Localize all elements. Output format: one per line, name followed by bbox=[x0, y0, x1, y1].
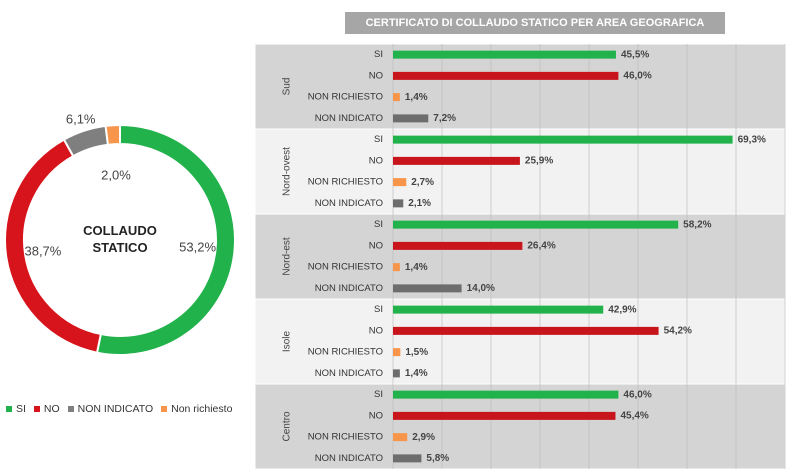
donut-slice bbox=[104, 123, 121, 146]
category-label: NON INDICATO bbox=[315, 453, 383, 464]
bar bbox=[393, 156, 520, 165]
bar bbox=[393, 178, 407, 187]
slice-label: 2,0% bbox=[101, 168, 131, 183]
slice-label: 6,1% bbox=[66, 112, 96, 127]
bar bbox=[393, 284, 462, 293]
value-label: 58,2% bbox=[683, 219, 711, 230]
group-label: Sud bbox=[282, 78, 293, 96]
category-label: NON INDICATO bbox=[315, 368, 383, 379]
legend-swatch bbox=[6, 406, 12, 413]
value-label: 54,2% bbox=[664, 326, 692, 337]
bar bbox=[393, 433, 408, 442]
value-label: 45,4% bbox=[620, 411, 648, 422]
value-label: 69,3% bbox=[738, 134, 766, 145]
group-label: Centro bbox=[282, 411, 293, 441]
legend-item: NO bbox=[33, 403, 60, 415]
bar bbox=[393, 220, 679, 229]
category-label: NON RICHIESTO bbox=[308, 92, 383, 103]
value-label: 1,4% bbox=[405, 368, 428, 379]
bar bbox=[393, 50, 616, 59]
bar bbox=[393, 71, 619, 80]
legend-item: SI bbox=[6, 403, 26, 415]
bar bbox=[393, 114, 429, 123]
bar bbox=[393, 305, 604, 314]
value-label: 46,0% bbox=[623, 389, 651, 400]
bar bbox=[393, 199, 404, 208]
category-label: SI bbox=[374, 389, 383, 400]
category-label: NON RICHIESTO bbox=[308, 177, 383, 188]
value-label: 5,8% bbox=[426, 453, 449, 464]
slice-label: 53,2% bbox=[179, 239, 216, 254]
value-label: 1,4% bbox=[405, 92, 428, 103]
title-box bbox=[345, 12, 725, 34]
bar bbox=[393, 263, 400, 272]
value-label: 46,0% bbox=[623, 71, 651, 82]
bar bbox=[393, 348, 401, 357]
bar bbox=[393, 454, 422, 463]
value-label: 45,5% bbox=[621, 49, 649, 60]
donut-title: COLLAUDO STATICO bbox=[83, 223, 157, 255]
category-label: NON INDICATO bbox=[315, 198, 383, 209]
category-label: SI bbox=[374, 49, 383, 60]
legend: SI NO NON INDICATO Non richiesto bbox=[6, 403, 232, 415]
category-label: SI bbox=[374, 219, 383, 230]
legend-item: NON INDICATO bbox=[67, 403, 154, 415]
category-label: NON RICHIESTO bbox=[308, 262, 383, 273]
legend-label: SI bbox=[16, 403, 26, 415]
category-label: NO bbox=[369, 325, 383, 336]
value-label: 7,2% bbox=[433, 113, 456, 124]
category-label: NO bbox=[369, 240, 383, 251]
category-label: SI bbox=[374, 134, 383, 145]
category-label: SI bbox=[374, 304, 383, 315]
value-label: 2,7% bbox=[411, 177, 434, 188]
category-label: NON RICHIESTO bbox=[308, 432, 383, 443]
category-label: NO bbox=[369, 155, 383, 166]
legend-label: Non richiesto bbox=[171, 403, 233, 415]
bar bbox=[393, 241, 523, 250]
legend-swatch bbox=[67, 406, 74, 413]
value-label: 14,0% bbox=[467, 283, 495, 294]
legend-swatch bbox=[161, 406, 168, 413]
slice-label: 38,7% bbox=[24, 243, 61, 258]
bar bbox=[393, 93, 400, 102]
value-label: 2,9% bbox=[412, 432, 435, 443]
category-label: NON INDICATO bbox=[315, 283, 383, 294]
bar bbox=[393, 135, 733, 144]
bar bbox=[393, 326, 659, 335]
bar bbox=[393, 411, 616, 420]
category-label: NON INDICATO bbox=[315, 113, 383, 124]
value-label: 1,5% bbox=[405, 347, 428, 358]
group-band bbox=[254, 213, 786, 300]
category-label: NO bbox=[369, 70, 383, 81]
value-label: 1,4% bbox=[405, 262, 428, 273]
category-label: NON RICHIESTO bbox=[308, 347, 383, 358]
bar bbox=[393, 369, 400, 378]
value-label: 25,9% bbox=[525, 156, 553, 167]
donut-slice bbox=[62, 124, 110, 158]
category-label: NO bbox=[369, 410, 383, 421]
chart-title: CERTIFICATO DI COLLAUDO STATICO PER AREA… bbox=[366, 17, 705, 29]
group-label: Isole bbox=[282, 331, 293, 353]
value-label: 42,9% bbox=[608, 304, 636, 315]
value-label: 26,4% bbox=[527, 241, 555, 252]
legend-swatch bbox=[33, 406, 40, 413]
legend-label: NON INDICATO bbox=[77, 403, 154, 415]
legend-item: Non richiesto bbox=[161, 403, 232, 415]
group-label: Nord-ovest bbox=[282, 147, 293, 196]
group-label: Nord-est bbox=[282, 237, 293, 276]
legend-label: NO bbox=[43, 403, 60, 415]
bar bbox=[393, 390, 619, 399]
value-label: 2,1% bbox=[408, 198, 431, 209]
